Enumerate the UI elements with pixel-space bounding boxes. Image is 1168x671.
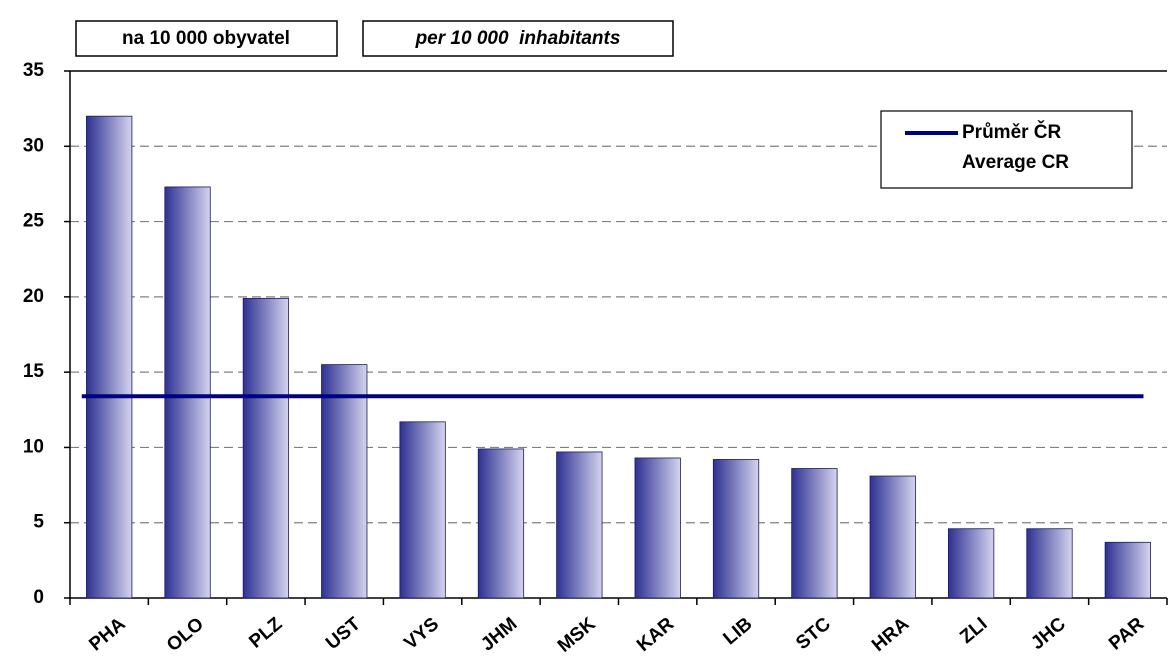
legend-label: Average CR bbox=[962, 152, 1069, 173]
unit-label: na 10 000 obyvatel bbox=[122, 28, 290, 49]
bar bbox=[634, 457, 681, 599]
bar bbox=[1104, 541, 1151, 599]
y-tick-label: 0 bbox=[33, 587, 44, 608]
x-tick-label: MSK bbox=[554, 613, 600, 656]
bar bbox=[791, 468, 838, 599]
y-tick-label: 10 bbox=[23, 436, 44, 457]
y-tick-label: 35 bbox=[23, 60, 45, 81]
bar bbox=[947, 528, 995, 599]
y-tick-label: 25 bbox=[23, 211, 45, 232]
x-tick-label: UST bbox=[322, 613, 365, 654]
x-tick-label: KAR bbox=[633, 613, 678, 656]
legend bbox=[880, 110, 1133, 189]
bar bbox=[164, 186, 211, 599]
bar bbox=[556, 451, 603, 599]
x-tick-label: JHM bbox=[477, 614, 521, 656]
x-tick-label: STC bbox=[792, 613, 835, 654]
bar bbox=[712, 459, 760, 599]
bar bbox=[477, 448, 525, 599]
bar bbox=[1026, 528, 1073, 599]
x-tick-label: PHA bbox=[85, 613, 129, 655]
legend-label: Průměr ČR bbox=[962, 121, 1062, 143]
y-tick-label: 5 bbox=[33, 512, 44, 533]
y-tick-label: 15 bbox=[23, 361, 45, 382]
x-tick-label: HRA bbox=[868, 613, 913, 656]
x-tick-label: LIB bbox=[720, 614, 757, 650]
bar bbox=[869, 475, 916, 599]
bar bbox=[242, 297, 290, 599]
x-tick-label: JHC bbox=[1027, 613, 1070, 654]
label-box bbox=[362, 20, 674, 57]
x-tick-label: PAR bbox=[1105, 613, 1148, 654]
bar bbox=[399, 421, 446, 599]
y-tick-label: 30 bbox=[23, 135, 44, 156]
label-box bbox=[75, 20, 338, 57]
y-tick-label: 20 bbox=[23, 286, 44, 307]
bar bbox=[321, 364, 368, 599]
unit-label: per 10 000 inhabitants bbox=[415, 28, 621, 49]
x-tick-label: PLZ bbox=[245, 613, 286, 652]
x-tick-label: OLO bbox=[163, 614, 208, 657]
bar bbox=[86, 115, 133, 599]
x-tick-label: VYS bbox=[400, 614, 443, 655]
x-tick-label: ZLI bbox=[956, 614, 991, 648]
